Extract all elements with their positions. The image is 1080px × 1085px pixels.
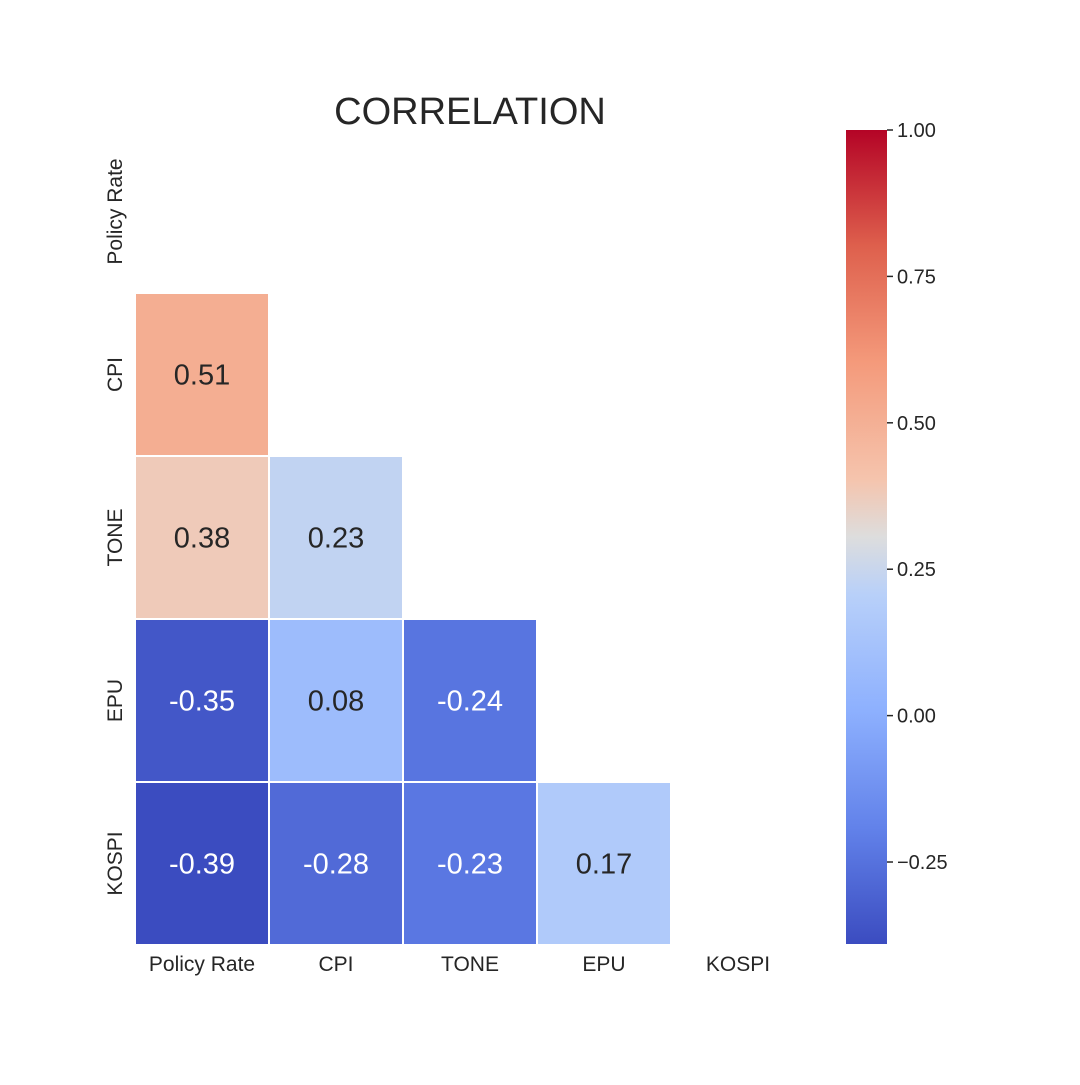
- cell-value-label: 0.08: [308, 686, 364, 718]
- x-tick-label: Policy Rate: [149, 953, 255, 976]
- heatmap-cell: [268, 455, 404, 620]
- y-tick-label: Policy Rate: [104, 158, 127, 264]
- colorbar: 1.00 0.75 0.50 0.25 0.00 −0.25: [846, 120, 948, 944]
- y-tick-label: KOSPI: [104, 831, 127, 895]
- colorbar-gradient: [846, 130, 887, 944]
- x-tick-labels: Policy Rate CPI TONE EPU KOSPI: [149, 953, 770, 976]
- heatmap-cells: 0.51 0.38 0.23 -0.35 0.08 -0.24 -0.39 -0.28 -0.2…: [134, 292, 672, 946]
- x-tick-label: CPI: [318, 953, 353, 976]
- x-tick-label: KOSPI: [706, 953, 770, 976]
- cell-value-label: -0.39: [169, 849, 235, 881]
- colorbar-tick-label: 1.00: [897, 120, 936, 142]
- colorbar-tick-label: 0.25: [897, 559, 936, 581]
- colorbar-tick-label: 0.75: [897, 266, 936, 288]
- cell-value-label: 0.38: [174, 523, 230, 555]
- heatmap-cell: [268, 618, 404, 783]
- heatmap-cell: [402, 618, 538, 783]
- cell-value-label: -0.24: [437, 686, 503, 718]
- y-tick-label: CPI: [104, 357, 127, 392]
- heatmap-cell: [134, 618, 270, 783]
- y-tick-labels: Policy Rate CPI TONE EPU KOSPI: [104, 158, 127, 895]
- heatmap-cell: [134, 781, 270, 946]
- cell-value-label: 0.51: [174, 360, 230, 392]
- colorbar-tick-label: 0.50: [897, 413, 936, 435]
- cell-value-label: -0.28: [303, 849, 369, 881]
- heatmap-cell: [268, 781, 404, 946]
- colorbar-tick-label: −0.25: [897, 852, 948, 874]
- colorbar-tick-label: 0.00: [897, 706, 936, 728]
- heatmap-cell: [134, 455, 270, 620]
- x-tick-label: EPU: [582, 953, 625, 976]
- heatmap-cell: [402, 781, 538, 946]
- cell-value-label: 0.23: [308, 523, 364, 555]
- y-tick-label: EPU: [104, 679, 127, 722]
- heatmap-cell: [134, 292, 270, 457]
- cell-value-label: 0.17: [576, 849, 632, 881]
- x-tick-label: TONE: [441, 953, 499, 976]
- chart-title: CORRELATION: [334, 91, 606, 133]
- cell-value-label: -0.23: [437, 849, 503, 881]
- cell-value-label: -0.35: [169, 686, 235, 718]
- heatmap-cell: [536, 781, 672, 946]
- y-tick-label: TONE: [104, 509, 127, 567]
